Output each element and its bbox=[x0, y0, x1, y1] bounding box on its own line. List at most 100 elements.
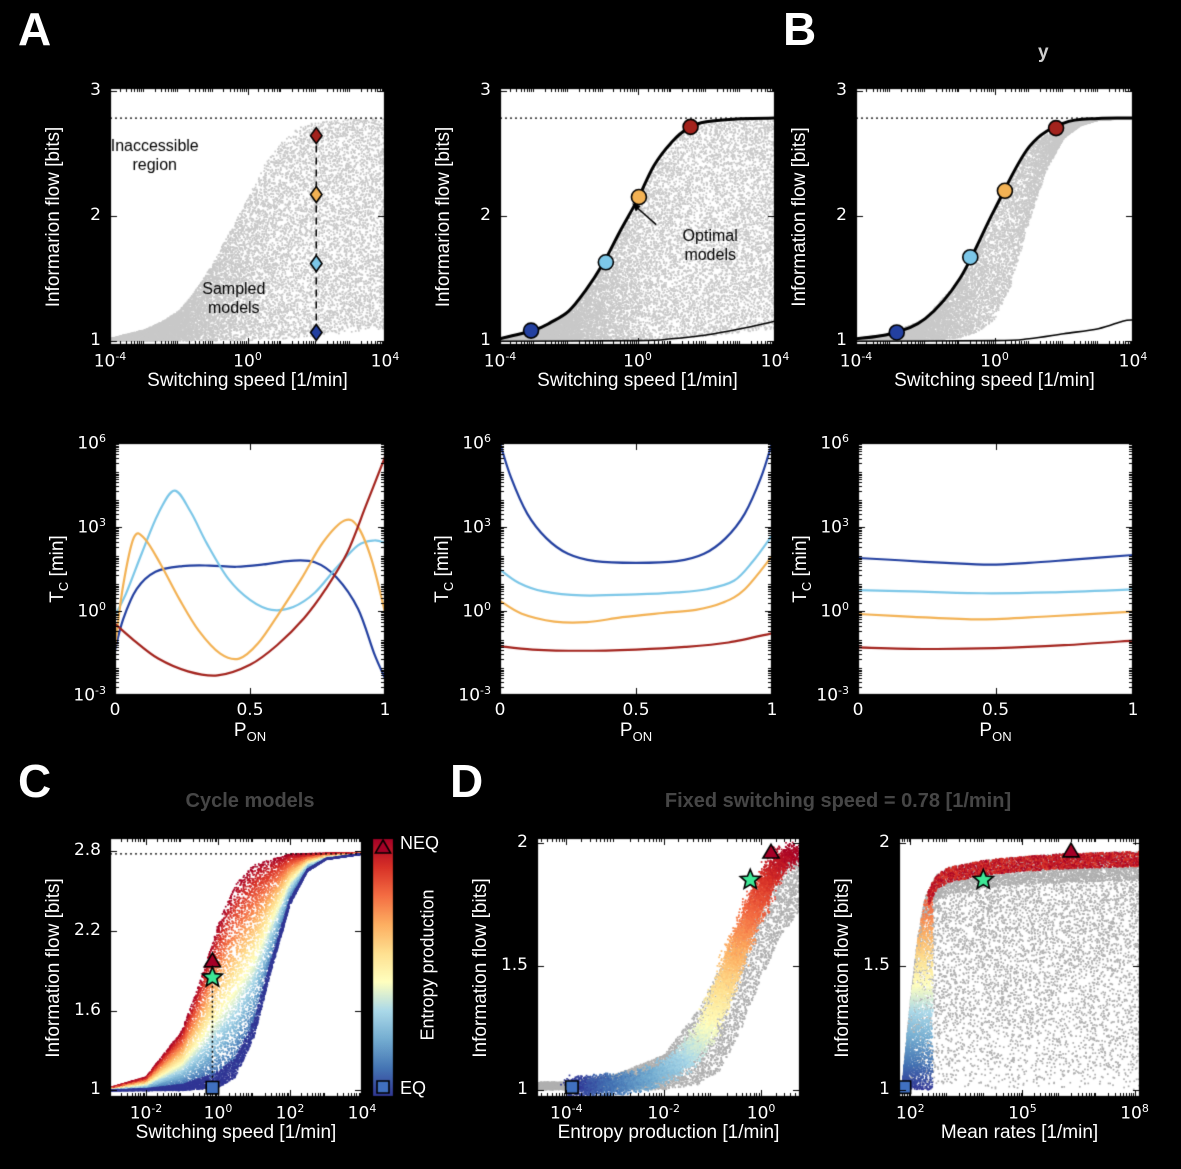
x-tick-label: 100 bbox=[203, 1102, 233, 1124]
plot-canvas-c bbox=[110, 838, 362, 1097]
y-tick-label: 100 bbox=[820, 600, 849, 622]
colorbar-eq-label: EQ bbox=[400, 1078, 427, 1098]
y-axis-label: Informarion flow [bits] bbox=[43, 126, 64, 307]
x-axis-label: Switching speed [1/min] bbox=[894, 370, 1095, 391]
x-tick-label: 10-4 bbox=[93, 350, 127, 372]
panel-label-c: C bbox=[18, 755, 52, 807]
y-tick-label: 2.8 bbox=[73, 840, 101, 861]
x-tick-label: 100 bbox=[980, 350, 1009, 372]
y-tick-label: 103 bbox=[462, 516, 491, 538]
y-axis-label: Information flow [bits] bbox=[43, 877, 64, 1058]
x-tick-label: 0.5 bbox=[981, 700, 1010, 720]
plot-canvas-tc2 bbox=[500, 443, 772, 695]
x-axis-label: Switching speed [1/min] bbox=[147, 370, 348, 391]
x-tick-label: 100 bbox=[623, 350, 652, 372]
plot-canvas-b bbox=[856, 88, 1133, 345]
plot-b-models: 10-4 100 104 1 2 3 Switching speed [1/min] Info… bbox=[789, 80, 1147, 391]
x-tick-label: 108 bbox=[1120, 1102, 1149, 1124]
panel-d-title: Fixed switching speed = 0.78 [1/min] bbox=[664, 790, 1012, 812]
y-axis-label: Information flow [bits] bbox=[470, 877, 491, 1058]
y-axis-label: Information flow [bits] bbox=[832, 877, 853, 1058]
panel-label-b: B bbox=[783, 3, 817, 55]
y-tick-label: 1 bbox=[90, 1079, 101, 1100]
plot-canvas-tc1 bbox=[115, 443, 385, 695]
y-tick-label: 1.5 bbox=[500, 955, 528, 976]
y-tick-label: 106 bbox=[820, 432, 849, 454]
y-tick-label: 3 bbox=[90, 79, 101, 100]
y-axis-label: Informarion flow [bits] bbox=[433, 126, 454, 307]
y-tick-label: 2 bbox=[517, 831, 528, 852]
y-tick-label: 100 bbox=[462, 600, 491, 622]
colorbar-neq-label: NEQ bbox=[400, 833, 440, 853]
y-tick-label: 1.5 bbox=[862, 955, 890, 976]
y-tick-label: 3 bbox=[480, 79, 491, 100]
plot-a-sampled-models: 10-4 100 104 1 2 3 Switching speed [1/min] Info… bbox=[43, 80, 399, 391]
y-tick-label: 1 bbox=[480, 330, 491, 351]
y-tick-label: 10-3 bbox=[816, 684, 849, 706]
y-tick-label: 10-3 bbox=[458, 684, 491, 706]
y-tick-label: 10-3 bbox=[73, 684, 106, 706]
y-tick-label: 2.2 bbox=[73, 919, 101, 940]
y-tick-label: 103 bbox=[77, 516, 106, 538]
y-tick-label: 1 bbox=[90, 330, 101, 351]
plot-d-info-vs-entropy: 10-4 10-2 100 1 1.5 2 Entropy production [1/mi… bbox=[470, 832, 800, 1143]
y-tick-label: 106 bbox=[77, 432, 106, 454]
entropy-colorbar bbox=[372, 838, 394, 1097]
y-axis-label: TC [min] bbox=[47, 535, 71, 603]
x-axis-label: Entropy production [1/min] bbox=[557, 1122, 780, 1143]
x-tick-label: 1 bbox=[766, 700, 778, 720]
plot-tc-vs-pon-b: 0 0.5 1 10-3 100 103 106 PON TC [min] bbox=[790, 432, 1138, 744]
y-tick-label: 2 bbox=[836, 204, 847, 225]
x-axis-label: PON bbox=[979, 720, 1012, 744]
x-tick-label: 104 bbox=[760, 350, 790, 372]
plot-canvas-tc3 bbox=[858, 443, 1133, 695]
x-tick-label: 10-4 bbox=[839, 350, 873, 372]
x-tick-label: 0.5 bbox=[236, 700, 264, 720]
y-tick-label: 1 bbox=[879, 1078, 890, 1099]
x-tick-label: 104 bbox=[347, 1102, 377, 1124]
panel-b-title-fragment: y bbox=[1038, 42, 1049, 63]
panel-label-d: D bbox=[450, 755, 484, 807]
plot-tc-vs-pon-optimal: 0 0.5 1 10-3 100 103 106 PON TC [min] bbox=[432, 432, 777, 744]
x-axis-label: Switching speed [1/min] bbox=[135, 1122, 337, 1143]
plot-canvas-a2 bbox=[500, 88, 775, 345]
entropy-colorbar-canvas bbox=[372, 838, 394, 1097]
plot-canvas-d1 bbox=[537, 838, 800, 1097]
y-tick-label: 2 bbox=[879, 831, 890, 852]
panel-c-title: Cycle models bbox=[185, 790, 315, 812]
plot-canvas-d2 bbox=[899, 838, 1140, 1097]
y-tick-label: 100 bbox=[77, 600, 106, 622]
x-tick-label: 10-4 bbox=[483, 350, 517, 372]
x-tick-label: 102 bbox=[275, 1102, 305, 1124]
plot-tc-vs-pon-sampled: 0 0.5 1 10-3 100 103 106 PON TC [min] bbox=[47, 432, 390, 744]
x-tick-label: 100 bbox=[746, 1102, 776, 1124]
x-axis-label: PON bbox=[233, 720, 267, 744]
x-tick-label: 0.5 bbox=[622, 700, 650, 720]
y-tick-label: 1 bbox=[517, 1078, 528, 1099]
y-tick-label: 1 bbox=[836, 330, 847, 351]
y-axis-label: Information flow [bits] bbox=[789, 126, 810, 307]
plot-d-info-vs-mean-rates: 102 105 108 1 1.5 2 Mean rates [1/min] Informat… bbox=[832, 832, 1149, 1143]
x-tick-label: 0 bbox=[852, 700, 864, 720]
x-tick-label: 10-4 bbox=[550, 1102, 583, 1124]
y-tick-label: 2 bbox=[480, 204, 491, 225]
x-axis-label: Mean rates [1/min] bbox=[940, 1122, 1099, 1143]
x-tick-label: 104 bbox=[1118, 350, 1148, 372]
x-tick-label: 1 bbox=[379, 700, 391, 720]
x-tick-label: 0 bbox=[494, 700, 506, 720]
plot-canvas-a1 bbox=[110, 88, 385, 345]
y-tick-label: 2 bbox=[90, 204, 101, 225]
x-tick-label: 0 bbox=[109, 700, 121, 720]
x-tick-label: 105 bbox=[1008, 1102, 1037, 1124]
y-tick-label: 1.6 bbox=[73, 999, 101, 1020]
x-tick-label: 100 bbox=[233, 350, 262, 372]
x-tick-label: 104 bbox=[370, 350, 400, 372]
y-axis-label: TC [min] bbox=[432, 535, 456, 603]
y-tick-label: 3 bbox=[836, 79, 847, 100]
panel-label-a: A bbox=[18, 3, 52, 55]
plot-c-cycle-models: 10-2 100 102 104 1 1.6 2.2 2.8 Switching speed [… bbox=[43, 838, 376, 1143]
x-axis-label: Switching speed [1/min] bbox=[537, 370, 738, 391]
y-tick-label: 103 bbox=[820, 516, 849, 538]
y-axis-label: TC [min] bbox=[790, 535, 814, 603]
